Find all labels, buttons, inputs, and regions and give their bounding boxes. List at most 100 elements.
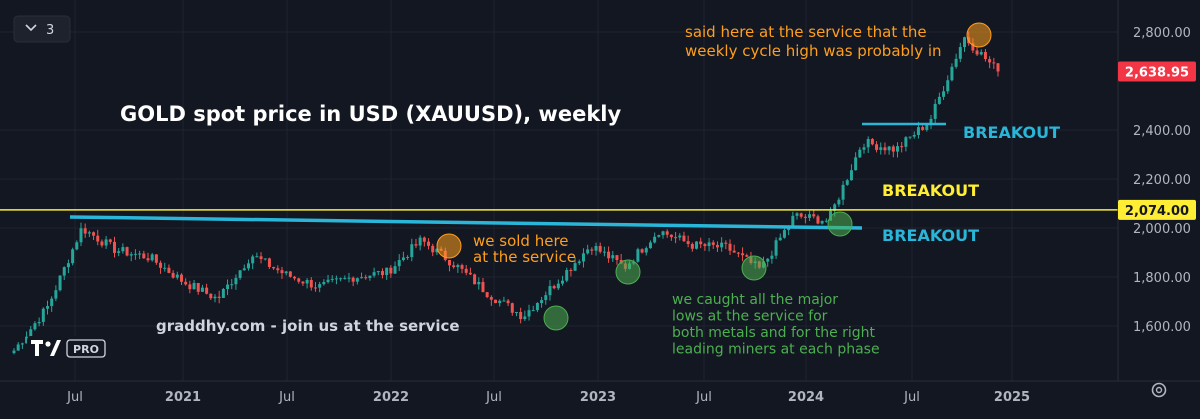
candle-body xyxy=(875,144,879,150)
time-tick-label: Jul xyxy=(485,390,502,405)
candle-body xyxy=(435,248,439,253)
time-tick-label: 2021 xyxy=(165,390,201,405)
candle-body xyxy=(121,247,125,252)
candle-body xyxy=(992,62,996,64)
candle-body xyxy=(41,308,45,322)
candle-body xyxy=(912,134,916,137)
candle-body xyxy=(929,118,933,125)
candle-body xyxy=(791,215,795,226)
candle-body xyxy=(138,253,142,255)
candle-body xyxy=(334,278,338,280)
candle-body xyxy=(347,277,351,279)
price-badge-label: 2,074.00 xyxy=(1125,204,1189,219)
candle-body xyxy=(870,139,874,145)
pro-badge xyxy=(66,339,106,358)
candle-body xyxy=(230,284,234,286)
candle-body xyxy=(150,254,154,261)
candle-body xyxy=(602,251,606,253)
candle-body xyxy=(368,275,372,278)
candle-body xyxy=(318,284,322,288)
price-tick-label: 1,600.00 xyxy=(1133,320,1191,335)
time-axis[interactable]: Jul 2021 Jul 2022 Jul 2023 Jul 2024 Jul 2025 xyxy=(66,390,1030,405)
candle-body xyxy=(29,329,33,337)
candle-body xyxy=(636,249,640,262)
candle-body xyxy=(58,275,62,291)
pro-badge-text: PRO xyxy=(73,343,99,356)
candle-body xyxy=(519,312,523,320)
candle-body xyxy=(908,136,912,138)
candle-body xyxy=(163,267,167,269)
candle-body xyxy=(661,231,665,236)
candle-body xyxy=(468,272,472,275)
candle-body xyxy=(904,137,908,147)
candle-body xyxy=(548,286,552,296)
resistance-trendline xyxy=(69,215,863,230)
candle-body xyxy=(481,282,485,293)
grid-lines xyxy=(0,0,1118,381)
candle-body xyxy=(644,248,648,253)
candle-body xyxy=(510,303,514,313)
candle-body xyxy=(385,267,389,276)
candle-body xyxy=(728,243,732,251)
candle-body xyxy=(833,204,837,211)
candle-body xyxy=(447,259,451,266)
tradingview-logo: PRO xyxy=(27,336,107,360)
candle-body xyxy=(648,242,652,249)
annotation-text: we sold here xyxy=(473,232,569,250)
candle-body xyxy=(100,241,104,246)
candle-body xyxy=(397,260,401,267)
annotations: said here at the service that theweekly … xyxy=(156,23,1060,358)
candle-body xyxy=(686,241,690,244)
candle-body xyxy=(581,253,585,262)
candle-body xyxy=(196,282,200,292)
candle-body xyxy=(657,235,661,237)
candle-body xyxy=(263,258,267,260)
candle-body xyxy=(489,297,493,300)
annotation-text: graddhy.com - join us at the service xyxy=(156,317,460,335)
candle-body xyxy=(703,244,707,247)
candle-body xyxy=(460,265,464,269)
candle-body xyxy=(360,277,364,279)
time-tick-label: 2023 xyxy=(580,390,616,405)
candle-body xyxy=(16,344,20,351)
candle-body xyxy=(502,300,506,302)
candle-body xyxy=(280,270,284,274)
candle-body xyxy=(883,147,887,151)
candle-body xyxy=(427,241,431,246)
collapse-control[interactable]: 3 xyxy=(13,15,71,43)
candle-body xyxy=(711,242,715,245)
candle-body xyxy=(837,199,841,205)
candle-body xyxy=(159,262,163,268)
candle-body xyxy=(238,270,242,278)
candle-body xyxy=(720,242,724,248)
candle-body xyxy=(782,230,786,238)
candle-body xyxy=(54,290,58,299)
annotation-text: BREAKOUT xyxy=(882,181,979,200)
annotation-text: lows at the service for xyxy=(672,309,828,325)
price-axis[interactable]: 1,600.00 1,800.00 2,000.00 2,200.00 2,400.00… xyxy=(1133,26,1191,335)
candle-body xyxy=(983,52,987,60)
candle-body xyxy=(251,256,255,264)
highlight-circles xyxy=(436,22,992,331)
candle-body xyxy=(690,243,694,249)
logo-t-icon xyxy=(31,340,43,356)
time-tick-label: Jul xyxy=(903,390,920,405)
candle-body xyxy=(678,235,682,238)
candle-body xyxy=(514,312,518,314)
settings-gear-icon[interactable] xyxy=(1151,382,1167,398)
candle-body xyxy=(498,300,502,304)
candle-body xyxy=(845,180,849,185)
annotation-text: we caught all the major xyxy=(672,292,838,308)
time-tick-label: 2022 xyxy=(373,390,409,405)
candle-body xyxy=(988,59,992,63)
candle-body xyxy=(96,235,100,242)
candle-body xyxy=(125,247,129,256)
candle-body xyxy=(297,278,301,282)
candle-body xyxy=(925,124,929,130)
candle-body xyxy=(284,271,288,274)
candle-body xyxy=(707,242,711,247)
candle-body xyxy=(418,237,422,246)
highlight-circle-orange xyxy=(966,22,992,48)
candle-body xyxy=(259,256,263,260)
candle-body xyxy=(971,43,975,51)
